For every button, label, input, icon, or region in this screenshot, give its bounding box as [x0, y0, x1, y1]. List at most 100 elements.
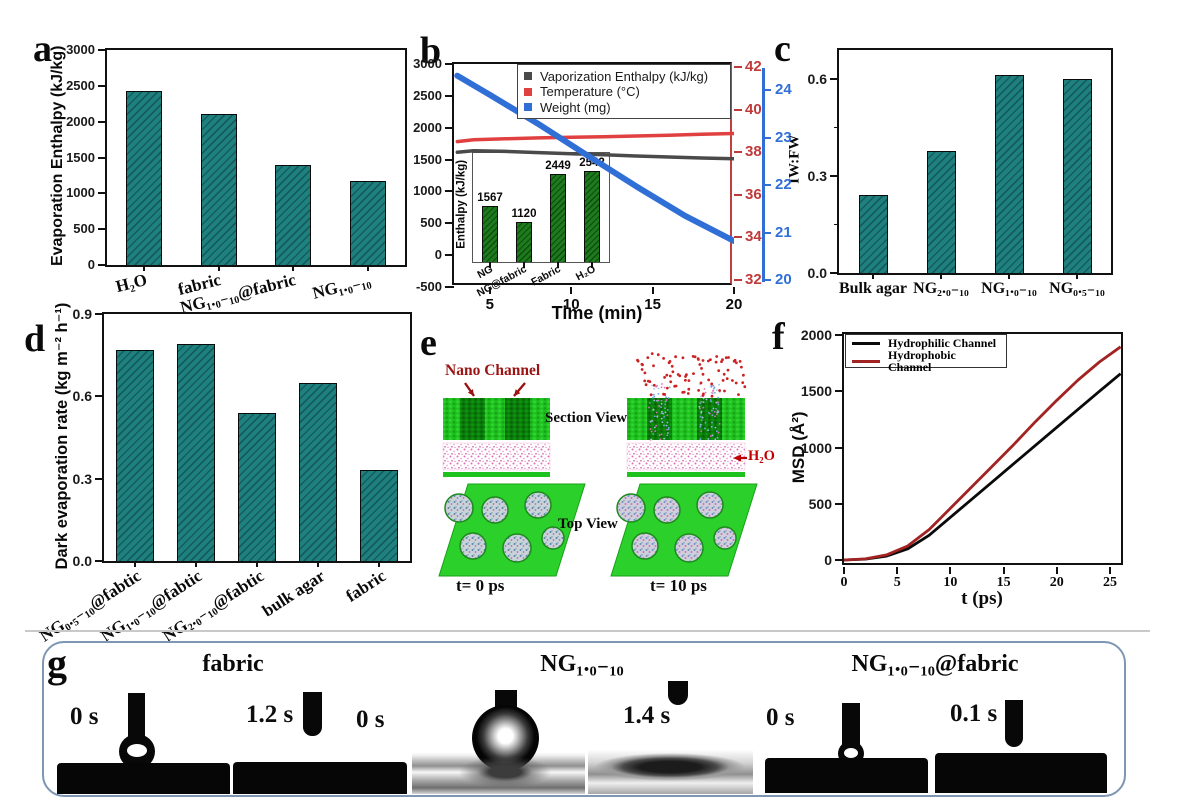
y-tick-mark: [445, 158, 454, 161]
red-y-tick-label: 34: [745, 228, 762, 246]
y-tick-mark: [830, 77, 839, 80]
x-tick-mark: [1008, 273, 1010, 279]
panel-b-inset: 1567 1120 2449 2542 NG NG@fabric Fabric H₂O: [472, 152, 610, 299]
series-line: [844, 372, 1122, 562]
bar: [516, 221, 532, 262]
x-tick-mark: [366, 265, 369, 271]
y-tick-mark: [98, 84, 107, 87]
y-tick-mark: [445, 222, 454, 225]
panel-d-plot: 0.0 0.3 0.6 0.9 NG₀.₅₋₁₀@fabtic NG₁.₀₋₁₀@fabt…: [36, 307, 412, 646]
y-tick-mark: [445, 63, 454, 65]
bar: [238, 412, 276, 561]
bar: [926, 151, 956, 273]
x-tick-mark: [488, 287, 491, 294]
x-tick-mark: [940, 273, 942, 279]
blue-y-tick-label: 21: [775, 223, 792, 241]
panel-e-top-view-label: Top View: [558, 516, 618, 532]
droplet-highlight: [844, 748, 858, 758]
y-tick-label: 0: [824, 552, 832, 568]
panel-b-plot: 3000 2500 2000 1500 1000 500 0 -500 5 10 15 20 42 40 3…: [413, 57, 792, 312]
section-view-slab-t10: [627, 398, 745, 440]
y-tick-mark: [98, 264, 107, 266]
blue-y-tick-mark: [764, 184, 771, 186]
dispenser-needle: [303, 692, 322, 736]
nano-channel-pore: [481, 496, 509, 524]
x-tick-mark: [292, 265, 295, 271]
y-tick-mark: [98, 228, 107, 231]
nano-channel-arrowhead: [514, 389, 521, 396]
nano-channel-pore: [541, 526, 565, 550]
x-tick-label: 25: [1103, 575, 1117, 590]
x-category-label: NG₁.₀₋₁₀: [981, 280, 1037, 297]
x-tick-mark: [896, 567, 899, 574]
bar: [360, 470, 399, 561]
y-tick-label: 500: [808, 495, 832, 512]
bar: [299, 382, 338, 561]
dispenser-needle: [668, 681, 688, 705]
blue-y-tick-mark: [764, 136, 771, 139]
nano-channel-pore: [502, 533, 532, 563]
x-tick-label: 10: [562, 296, 580, 313]
x-tick-mark: [133, 561, 136, 567]
legend-label: Vaporization Enthalpy (kJ/kg): [540, 68, 709, 84]
legend-row: Weight (mg): [524, 101, 724, 114]
x-tick-mark: [317, 561, 320, 567]
coated-fabric-surface-photo: [765, 758, 928, 793]
nano-channel-pore: [713, 526, 737, 550]
y-tick-label: 0: [87, 257, 95, 272]
contact-angle-time-label: 0 s: [356, 706, 385, 733]
fabric-surface-photo: [233, 762, 407, 794]
y-tick-mark: [95, 560, 104, 562]
dispenser-needle: [128, 693, 145, 742]
y-tick-mark: [835, 559, 844, 561]
panel-g-title-fabric: fabric: [202, 651, 264, 677]
base-plate: [627, 472, 745, 477]
red-y-tick-mark: [734, 108, 742, 111]
panel-c-plot: 0.0 0.3 0.6 Bulk agar NG₂.₀₋₁₀ NG₁.₀₋₁₀ NG₀.₅₋…: [808, 48, 1113, 297]
series-line: [455, 131, 734, 144]
hydrogel-surface-photo: [588, 750, 753, 794]
y-tick-label: 3000: [413, 56, 442, 71]
panel-g-title-ng: NG₁.₀₋₁₀: [540, 651, 624, 677]
y-tick-label: 1500: [413, 151, 442, 167]
panel-f-legend: Hydrophilic Channel Hydrophobic Channel: [845, 334, 1007, 373]
y-tick-label: 3000: [66, 42, 95, 57]
x-tick-mark: [378, 561, 381, 567]
panel-b-series-canvas: [454, 72, 734, 244]
bar: [275, 165, 312, 265]
bar: [1062, 78, 1092, 273]
x-tick-mark: [489, 262, 491, 268]
x-tick-label: 20: [725, 296, 743, 313]
nano-channel-pore: [444, 493, 474, 523]
y-tick-label: 2500: [66, 77, 95, 93]
red-y-tick-mark: [734, 193, 742, 196]
water-layer: [442, 442, 551, 471]
blue-y-tick-mark: [764, 89, 771, 91]
panel-e-h2o-label: H₂O: [748, 448, 775, 464]
x-tick-label: 0: [840, 575, 848, 590]
y-tick-mark: [445, 126, 454, 129]
panel-e-nano-channel-label: Nano Channel: [445, 362, 541, 379]
y-minor-tick-mark: [834, 223, 839, 226]
x-tick-mark: [256, 561, 258, 567]
blue-y-tick-mark: [764, 231, 771, 234]
coated-fabric-surface-photo: [935, 753, 1107, 793]
x-category-label: NG₁.₀₋₁₀: [310, 270, 373, 303]
panel-label-b: b: [420, 30, 442, 72]
y-tick-mark: [98, 192, 107, 195]
bar: [994, 75, 1024, 273]
x-tick-label: 5: [893, 575, 901, 590]
y-tick-label: 0.6: [807, 70, 827, 87]
legend-row: Hydrophobic Channel: [852, 349, 1000, 373]
section-divider-line: [25, 630, 1150, 632]
x-tick-label: 15: [996, 575, 1011, 590]
y-tick-label: 0: [434, 247, 442, 263]
enthalpy-series-marker: [524, 72, 532, 80]
contact-angle-time-label: 0 s: [70, 703, 99, 730]
red-y-tick-mark: [734, 236, 742, 239]
panel-e-simulation-graphic: [438, 352, 758, 577]
contact-angle-time-label: 1.4 s: [623, 702, 671, 729]
bar: [858, 195, 888, 273]
bar: [176, 344, 215, 561]
panel-label-e: e: [420, 322, 437, 364]
